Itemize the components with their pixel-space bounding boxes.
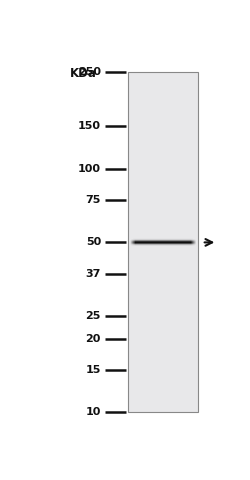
Text: 25: 25 [86,311,101,321]
Text: 10: 10 [86,408,101,418]
Text: 37: 37 [86,269,101,279]
Text: 75: 75 [86,194,101,204]
Bar [128,72,198,412]
Text: KDa: KDa [70,67,97,80]
Text: 15: 15 [86,365,101,374]
Text: 250: 250 [78,67,101,77]
Text: 20: 20 [86,334,101,344]
Text: 100: 100 [78,164,101,174]
Text: 50: 50 [86,238,101,247]
Text: 150: 150 [78,121,101,132]
